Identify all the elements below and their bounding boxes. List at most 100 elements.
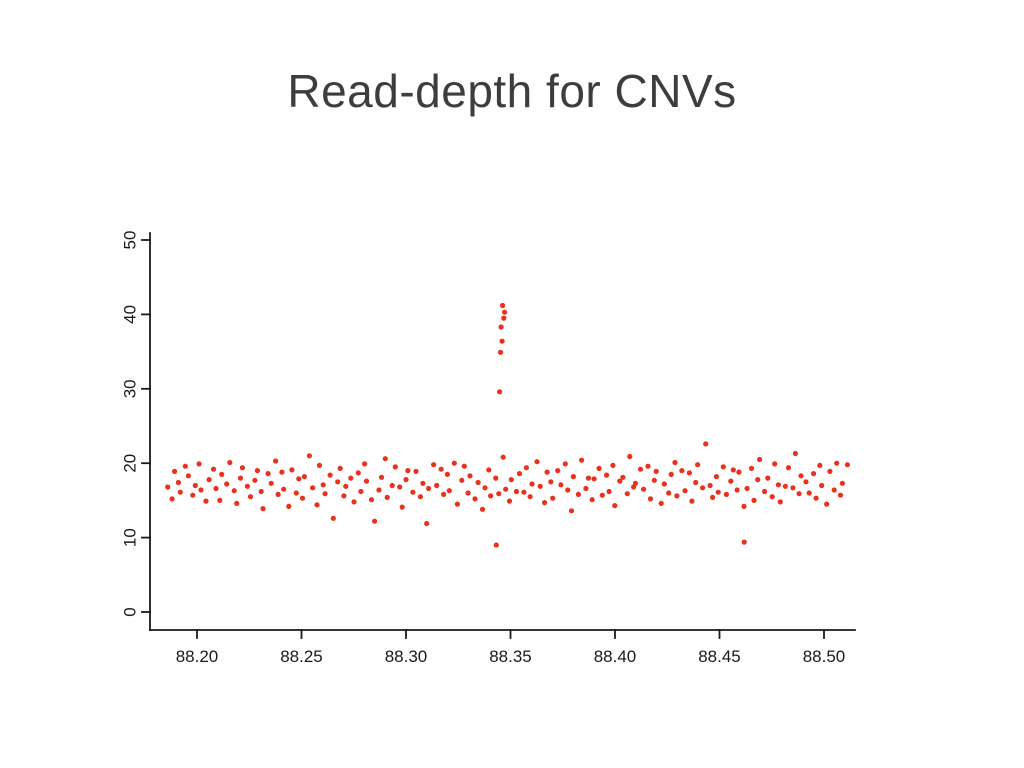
chart-svg: 0 10 20 30 40 50 88.20 88.25 88.30 88.35 88.40 88.4…: [120, 231, 856, 666]
data-point: [542, 500, 548, 506]
data-point: [479, 506, 486, 512]
data-point: [196, 461, 202, 467]
data-point: [310, 485, 316, 491]
chart-figure: 0 10 20 30 40 50 88.20 88.25 88.30 88.35 88.40 88.4…: [95, 218, 865, 688]
data-point: [658, 500, 664, 506]
data-point: [451, 460, 457, 466]
data-point: [293, 490, 299, 496]
data-point: [741, 539, 747, 545]
data-point: [382, 456, 388, 462]
data-point: [348, 475, 354, 481]
data-point: [796, 491, 802, 497]
data-point: [237, 475, 244, 481]
data-point: [410, 489, 416, 495]
data-point: [219, 471, 225, 477]
data-point: [672, 459, 678, 466]
data-point: [182, 463, 188, 469]
data-point: [320, 482, 326, 488]
data-point: [834, 460, 840, 466]
data-point: [475, 479, 481, 486]
data-point: [378, 474, 385, 480]
data-point: [268, 480, 274, 486]
data-point: [213, 485, 219, 492]
data-point: [703, 441, 709, 447]
y-tick-label: 40: [120, 305, 139, 324]
data-point: [637, 466, 644, 472]
data-point: [529, 481, 535, 487]
data-point: [548, 479, 554, 485]
data-point: [647, 496, 654, 502]
data-point: [467, 473, 473, 479]
data-point: [762, 488, 768, 495]
data-point: [397, 484, 403, 490]
data-point: [715, 489, 721, 495]
data-point: [785, 465, 792, 471]
y-tick-label: 30: [120, 379, 139, 398]
data-point: [527, 494, 533, 500]
data-point: [674, 493, 680, 499]
data-point: [839, 480, 846, 486]
y-tick-label: 50: [120, 231, 139, 250]
x-tick-label: 88.35: [489, 647, 532, 666]
data-point: [736, 469, 742, 475]
data-point: [748, 465, 755, 471]
data-point: [632, 480, 639, 486]
data-point: [806, 490, 812, 496]
data-point: [496, 491, 502, 497]
data-points: [165, 302, 851, 548]
data-point: [368, 497, 375, 503]
data-point: [500, 454, 506, 460]
data-point: [341, 493, 347, 499]
data-point: [693, 479, 699, 486]
data-point: [555, 468, 561, 474]
data-point: [224, 481, 230, 487]
data-point: [438, 466, 444, 472]
data-point: [723, 491, 730, 497]
data-point: [172, 468, 178, 474]
data-point: [824, 501, 830, 507]
data-point: [461, 463, 467, 469]
data-point: [769, 494, 775, 500]
data-point: [583, 485, 589, 492]
data-point: [499, 338, 505, 344]
data-point: [265, 471, 271, 477]
data-point: [296, 476, 302, 482]
data-point: [392, 464, 398, 470]
data-point: [231, 488, 237, 494]
data-point: [206, 477, 212, 483]
data-point: [651, 477, 657, 483]
data-point: [185, 473, 191, 479]
data-point: [765, 475, 771, 481]
data-point: [444, 471, 450, 477]
data-point: [751, 497, 757, 503]
x-tick-label: 88.40: [594, 647, 637, 666]
data-point: [772, 461, 778, 467]
x-tick-label: 88.45: [698, 647, 741, 666]
data-point: [403, 477, 409, 483]
data-point: [358, 488, 364, 495]
data-point: [472, 496, 478, 502]
data-point: [813, 495, 819, 501]
data-point: [384, 494, 390, 500]
data-point: [562, 461, 568, 467]
data-point: [454, 501, 460, 507]
data-point: [537, 483, 543, 489]
data-point: [653, 468, 659, 474]
data-point: [351, 499, 357, 505]
data-point: [819, 482, 825, 489]
axes: [141, 232, 856, 639]
data-point: [234, 500, 240, 506]
data-point: [803, 479, 809, 485]
data-point: [314, 502, 320, 508]
data-point: [254, 468, 260, 474]
data-point: [488, 493, 494, 499]
data-point: [686, 470, 693, 476]
data-point: [279, 469, 285, 475]
data-point: [503, 486, 509, 492]
data-point: [604, 472, 610, 478]
data-point: [624, 491, 630, 497]
data-point: [502, 309, 508, 315]
data-point: [666, 490, 672, 496]
data-point: [217, 497, 223, 503]
data-point: [426, 485, 432, 492]
